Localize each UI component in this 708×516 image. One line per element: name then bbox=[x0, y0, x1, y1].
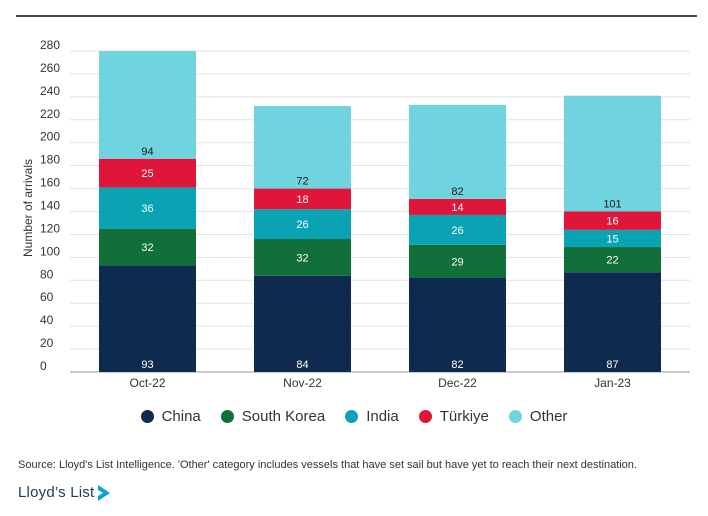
data-label: 26 bbox=[451, 225, 463, 237]
x-axis: Oct-22 Nov-22 Dec-22 Jan-23 bbox=[129, 376, 631, 390]
bar-segment bbox=[409, 104, 506, 199]
legend-swatch bbox=[418, 410, 432, 423]
bar-segment bbox=[409, 214, 506, 245]
x-tick-label: Oct-22 bbox=[129, 376, 165, 390]
x-tick-label: Nov-22 bbox=[283, 376, 322, 390]
data-label: 18 bbox=[296, 194, 308, 206]
legend-swatch bbox=[508, 410, 522, 423]
bar-segment bbox=[564, 247, 661, 273]
y-tick-label: 200 bbox=[40, 130, 60, 144]
legend-label: India bbox=[366, 408, 399, 425]
legend: China South Korea India Türkiye Other bbox=[0, 408, 708, 425]
data-label: 15 bbox=[606, 233, 618, 245]
legend-swatch bbox=[345, 410, 359, 423]
y-tick-label: 120 bbox=[40, 221, 60, 235]
legend-label: Other bbox=[529, 408, 568, 425]
y-tick-label: 100 bbox=[40, 244, 60, 258]
bar-segment bbox=[254, 275, 351, 372]
bar-segment bbox=[409, 277, 506, 372]
data-label: 26 bbox=[296, 219, 308, 231]
bar-segment bbox=[409, 198, 506, 215]
data-label: 94 bbox=[141, 146, 153, 158]
bar-segment bbox=[99, 51, 196, 159]
y-tick-label: 140 bbox=[40, 199, 60, 213]
legend-item: China bbox=[140, 408, 201, 425]
y-tick-label: 20 bbox=[40, 336, 54, 350]
data-label: 87 bbox=[606, 359, 618, 371]
bar-segment bbox=[254, 106, 351, 189]
bar-segment bbox=[564, 229, 661, 248]
data-label: 36 bbox=[141, 203, 153, 215]
bar-segment bbox=[99, 265, 196, 372]
data-label: 29 bbox=[451, 256, 463, 268]
bar-segment bbox=[409, 244, 506, 278]
legend-item: South Korea bbox=[220, 408, 326, 425]
x-tick-label: Dec-22 bbox=[438, 376, 477, 390]
y-tick-label: 40 bbox=[40, 313, 54, 327]
source-note: Source: Lloyd's List Intelligence. 'Othe… bbox=[18, 459, 637, 471]
data-label: 14 bbox=[451, 202, 463, 214]
y-tick-label: 220 bbox=[40, 107, 60, 121]
legend-item: Other bbox=[508, 408, 568, 425]
bar-segment bbox=[254, 239, 351, 276]
legend-label: China bbox=[161, 408, 201, 425]
legend-label: South Korea bbox=[241, 408, 326, 425]
legend-label: Türkiye bbox=[439, 408, 489, 425]
bars: 93 32 36 25 94 84 32 26 18 72 82 29 26 14 82 87 22 15 16 10… bbox=[99, 51, 661, 372]
data-label: 82 bbox=[451, 359, 463, 371]
bar-segment bbox=[564, 95, 661, 212]
y-tick-label: 280 bbox=[40, 38, 60, 52]
data-label: 22 bbox=[606, 255, 618, 267]
play-arrow-icon bbox=[98, 484, 111, 501]
data-label: 93 bbox=[141, 359, 153, 371]
legend-swatch bbox=[220, 410, 234, 423]
legend-swatch bbox=[140, 410, 154, 423]
y-tick-label: 240 bbox=[40, 84, 60, 98]
brand-name: Lloyd’s List bbox=[18, 484, 95, 501]
top-rule bbox=[16, 15, 697, 17]
bar-segment bbox=[254, 209, 351, 240]
bar-segment bbox=[564, 272, 661, 372]
bar-segment bbox=[99, 187, 196, 229]
bar-segment bbox=[564, 211, 661, 230]
stacked-bar-chart: 020406080100120140160180200220240260280 … bbox=[21, 38, 690, 390]
y-tick-label: 0 bbox=[40, 359, 47, 373]
bar-segment bbox=[99, 158, 196, 188]
bar-segment bbox=[99, 228, 196, 266]
y-axis: 0 20 40 60 80 100 120 140 160 180 200 220 240 260 280 bbox=[40, 38, 60, 373]
x-tick-label: Jan-23 bbox=[594, 376, 631, 390]
brand-logo: Lloyd’s List bbox=[18, 484, 111, 501]
data-label: 101 bbox=[603, 199, 621, 211]
y-tick-label: 160 bbox=[40, 176, 60, 190]
legend-item: India bbox=[345, 408, 399, 425]
data-label: 32 bbox=[141, 242, 153, 254]
data-label: 72 bbox=[296, 176, 308, 188]
data-label: 32 bbox=[296, 252, 308, 264]
bar-segment bbox=[254, 188, 351, 210]
y-tick-label: 180 bbox=[40, 153, 60, 167]
data-label: 25 bbox=[141, 168, 153, 180]
y-tick-label: 260 bbox=[40, 61, 60, 75]
y-axis-label: Number of arrivals bbox=[21, 159, 35, 257]
y-tick-label: 80 bbox=[40, 267, 54, 281]
data-label: 82 bbox=[451, 186, 463, 198]
data-label: 16 bbox=[606, 216, 618, 228]
y-tick-label: 60 bbox=[40, 290, 54, 304]
legend-item: Türkiye bbox=[418, 408, 489, 425]
data-label: 84 bbox=[296, 359, 308, 371]
